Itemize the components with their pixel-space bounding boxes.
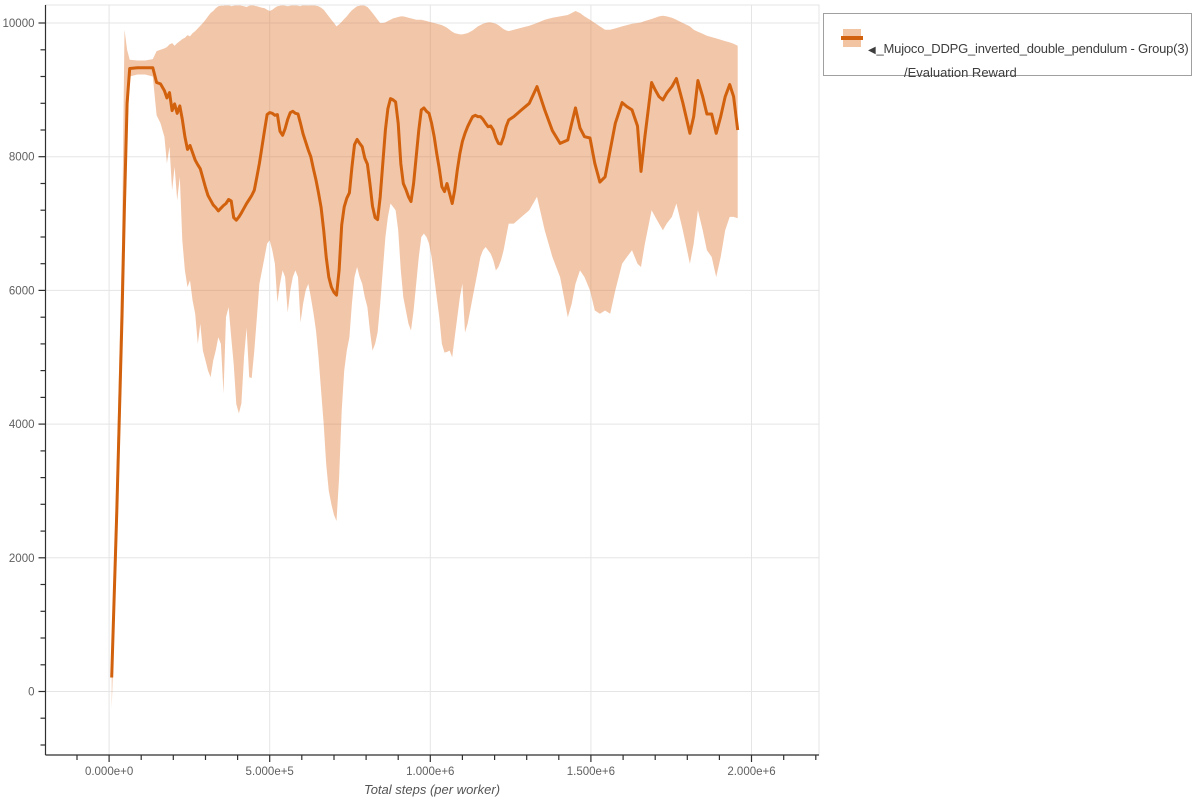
y-tick-label: 2000 bbox=[9, 553, 35, 565]
y-tick-label: 4000 bbox=[9, 419, 35, 431]
legend-collapse-icon[interactable]: ◀ bbox=[868, 45, 876, 56]
mean-line bbox=[110, 66, 740, 678]
x-tick-label: 1.000e+6 bbox=[406, 766, 454, 778]
y-tick-label: 6000 bbox=[9, 285, 35, 297]
legend: ◀_Mujoco_DDPG_inverted_double_pendulum -… bbox=[823, 13, 1192, 80]
x-tick-label: 1.500e+6 bbox=[567, 766, 615, 778]
confidence-band bbox=[111, 5, 738, 709]
ticks bbox=[38, 22, 817, 762]
y-tick-label: 10000 bbox=[3, 18, 35, 30]
legend-swatch-line-icon bbox=[841, 36, 863, 40]
tick-labels: 0.000e+0 5.000e+5 1.000e+6 1.500e+6 2.000e+6… bbox=[3, 18, 776, 778]
y-tick-label: 8000 bbox=[9, 152, 35, 164]
legend-metric-label: /Evaluation Reward bbox=[904, 65, 1017, 80]
legend-swatch-icon bbox=[841, 29, 863, 47]
y-tick-label: 0 bbox=[28, 687, 34, 699]
x-axis-title: Total steps (per worker) bbox=[363, 782, 501, 797]
legend-label-row: ◀_Mujoco_DDPG_inverted_double_pendulum -… bbox=[868, 41, 1189, 56]
gridlines bbox=[45, 5, 819, 755]
x-tick-label: 2.000e+6 bbox=[727, 766, 775, 778]
x-tick-label: 0.000e+0 bbox=[85, 766, 133, 778]
x-tick-label: 5.000e+5 bbox=[246, 766, 294, 778]
legend-series-label: _Mujoco_DDPG_inverted_double_pendulum - … bbox=[876, 41, 1189, 56]
